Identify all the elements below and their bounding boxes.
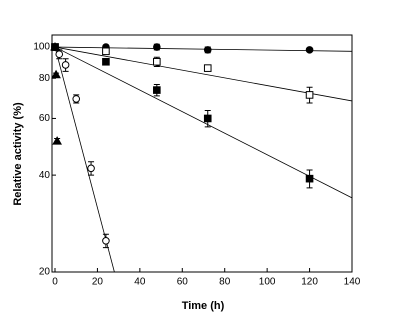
y-tick-label: 60 bbox=[39, 113, 51, 124]
y-tick-label: 40 bbox=[39, 170, 51, 181]
y-tick-label: 80 bbox=[39, 73, 51, 84]
x-tick-label: 40 bbox=[134, 277, 146, 288]
point bbox=[51, 69, 61, 79]
point bbox=[153, 86, 161, 94]
point bbox=[102, 237, 110, 245]
x-tick-label: 60 bbox=[177, 277, 189, 288]
y-tick-label: 100 bbox=[33, 42, 50, 53]
x-tick-label: 0 bbox=[52, 277, 58, 288]
point bbox=[87, 164, 95, 173]
point bbox=[203, 46, 212, 54]
point bbox=[50, 42, 60, 51]
y-tick-label: 20 bbox=[39, 267, 51, 278]
point bbox=[102, 47, 110, 56]
point bbox=[305, 46, 314, 54]
plot-frame bbox=[51, 34, 353, 273]
point bbox=[55, 50, 64, 59]
y-axis-label: Relative activity (%) bbox=[12, 102, 24, 206]
point bbox=[102, 57, 110, 66]
x-tick-label: 120 bbox=[301, 277, 318, 288]
x-tick-label: 20 bbox=[92, 277, 104, 288]
point bbox=[72, 95, 81, 103]
point bbox=[153, 43, 161, 51]
point bbox=[153, 57, 161, 66]
x-tick-label: 140 bbox=[344, 277, 361, 288]
fit-line bbox=[54, 46, 353, 199]
point bbox=[203, 64, 212, 72]
x-tick-label: 80 bbox=[219, 277, 231, 288]
point bbox=[305, 174, 314, 183]
point bbox=[203, 114, 212, 123]
x-axis-label: Time (h) bbox=[182, 300, 225, 312]
point bbox=[52, 136, 62, 145]
point bbox=[61, 61, 70, 69]
x-tick-label: 100 bbox=[259, 277, 276, 288]
fit-line bbox=[54, 46, 353, 102]
point bbox=[305, 91, 314, 99]
